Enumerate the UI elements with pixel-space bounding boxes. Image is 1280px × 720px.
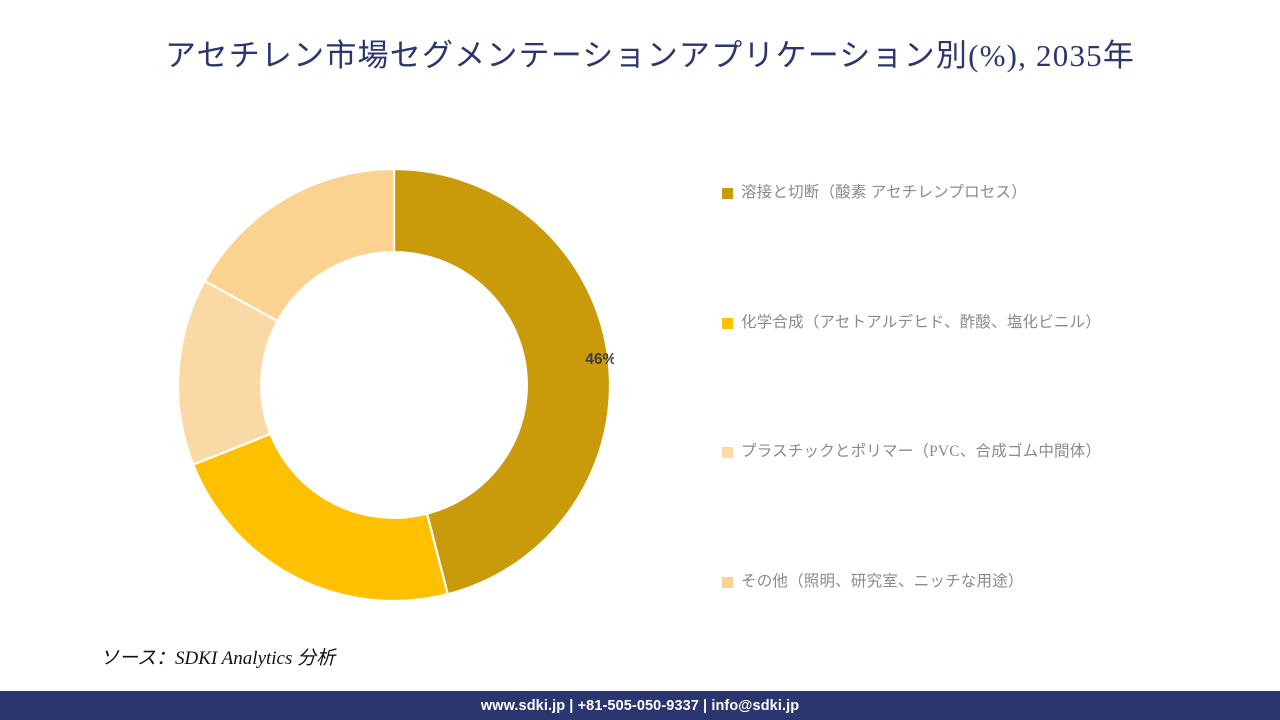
legend-item[interactable]: プラスチックとポリマー（PVC、合成ゴム中間体）	[722, 443, 1101, 461]
legend-item-label: プラスチックとポリマー（PVC、合成ゴム中間体）	[741, 443, 1102, 460]
legend-item-label: その他（照明、研究室、ニッチな用途）	[741, 573, 1024, 590]
source-note: ソース：SDKI Analytics 分析	[100, 648, 336, 669]
legend-swatch-icon	[722, 576, 733, 588]
legend-item-label: 溶接と切断（酸素 アセチレンプロセス）	[741, 184, 1027, 201]
chart-legend: 溶接と切断（酸素 アセチレンプロセス） 化学合成（アセトアルデヒド、酢酸、塩化ビニ…	[722, 168, 1252, 608]
footer-bar: www.sdki.jp | +81-505-050-9337 | info@sd…	[0, 691, 1280, 720]
donut-chart-svg: 46%	[176, 167, 614, 603]
legend-item[interactable]: 化学合成（アセトアルデヒド、酢酸、塩化ビニル）	[722, 314, 1101, 332]
donut-slice-group	[176, 167, 612, 603]
footer-contact-text: www.sdki.jp | +81-505-050-9337 | info@sd…	[480, 697, 800, 714]
page-title: アセチレン市場セグメンテーションアプリケーション別(%), 2035年	[164, 38, 1136, 73]
donut-data-label-group: 46%	[585, 351, 614, 368]
donut-slice[interactable]	[392, 167, 612, 596]
donut-slice[interactable]	[203, 167, 396, 323]
donut-chart: 46%	[174, 165, 614, 605]
legend-swatch-icon	[722, 187, 733, 199]
legend-item[interactable]: 溶接と切断（酸素 アセチレンプロセス）	[722, 184, 1027, 202]
donut-slice-data-label: 46%	[585, 351, 614, 368]
legend-item[interactable]: その他（照明、研究室、ニッチな用途）	[722, 573, 1024, 591]
legend-swatch-icon	[722, 317, 733, 329]
legend-item-label: 化学合成（アセトアルデヒド、酢酸、塩化ビニル）	[741, 314, 1102, 331]
legend-swatch-icon	[722, 446, 733, 458]
donut-slice[interactable]	[191, 432, 450, 603]
